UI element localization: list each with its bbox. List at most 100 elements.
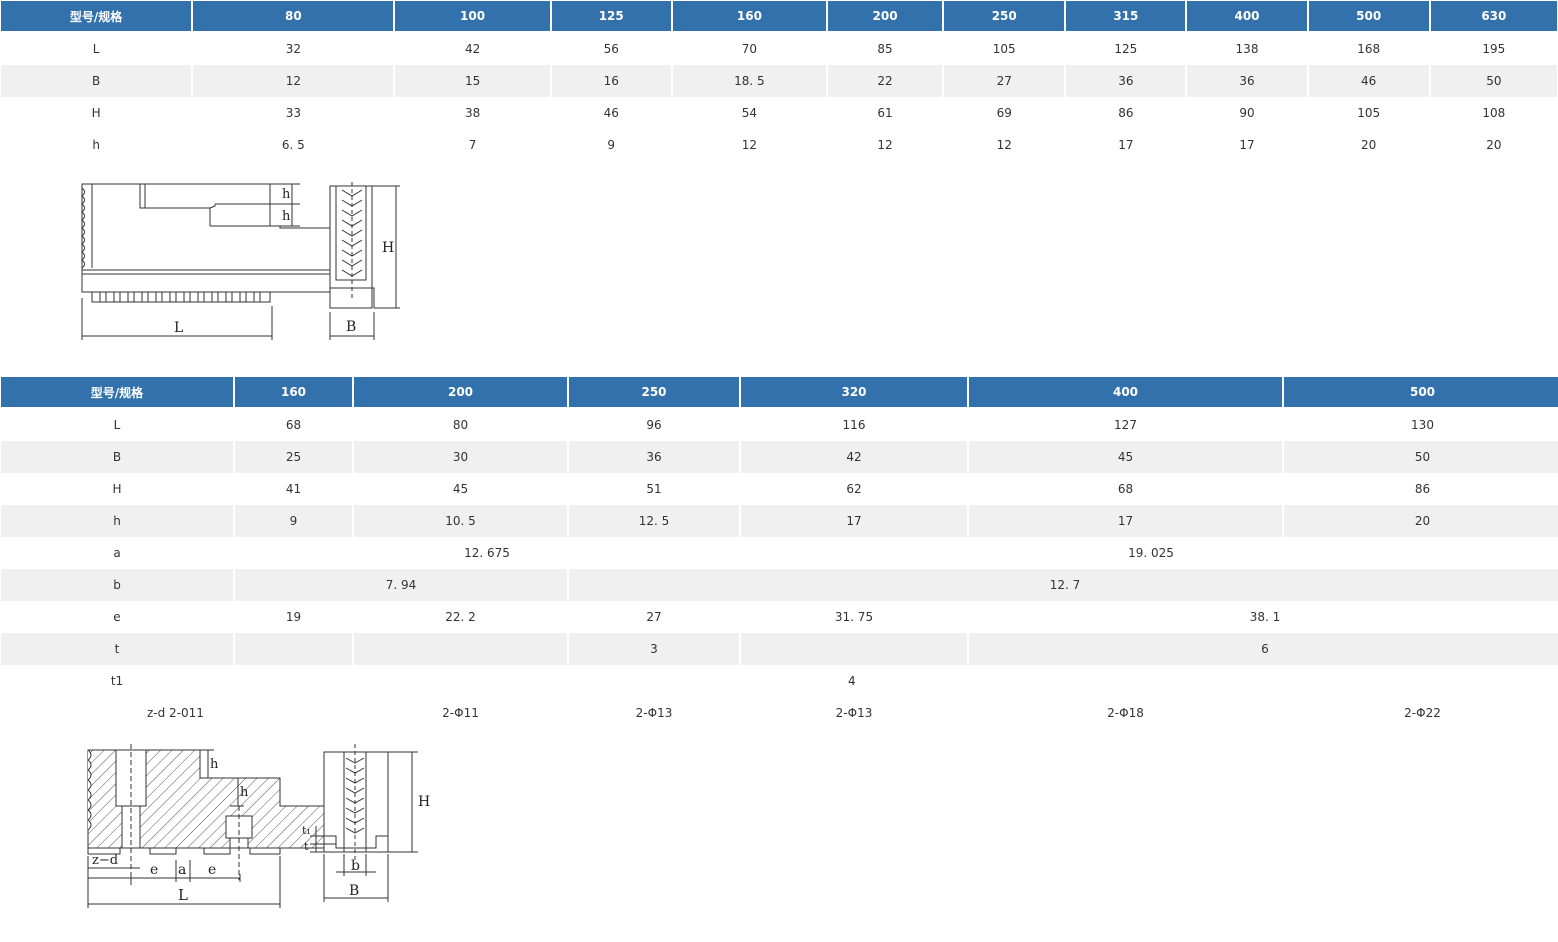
table-cell: 20: [1486, 138, 1502, 152]
table-cell: 15: [395, 65, 550, 97]
table-cell: 68: [1117, 482, 1134, 496]
dim-label-H: H: [418, 794, 430, 810]
header-cell: 400: [969, 377, 1282, 409]
table-cell: 116: [842, 418, 866, 432]
table-cell: 12: [996, 138, 1012, 152]
dim-label-L: L: [174, 320, 183, 336]
table-cell: 125: [1114, 42, 1138, 56]
table-cell: 9: [607, 138, 616, 152]
table-cell: 138: [1235, 42, 1259, 56]
dim-label-e-right: e: [208, 862, 216, 878]
table-cell: 168: [1357, 42, 1381, 56]
table-cell: 62: [846, 482, 862, 496]
table-cell: 17: [1239, 138, 1255, 152]
table-cell: 19: [235, 601, 352, 633]
table-header-row: 型号/规格 80 100 125 160 200 250 315 400 500…: [1, 1, 1557, 33]
table-cell: 105: [992, 42, 1016, 56]
table-cell: 7. 94: [235, 569, 567, 601]
table-cell: 42: [741, 441, 967, 473]
row-label: t: [1, 633, 233, 665]
table-cell: 27: [944, 65, 1065, 97]
table-cell: 46: [1308, 65, 1429, 97]
table-cell: 90: [1239, 106, 1255, 120]
dim-label-L: L: [178, 886, 188, 904]
table-row: h 6. 5 7 9 12 12 12 17 17 20 20: [1, 129, 1557, 161]
table-cell: 85: [877, 42, 893, 56]
table-row: h 9 10. 5 12. 5 17 17 20: [1, 505, 1558, 537]
table-cell: 22: [828, 65, 943, 97]
header-cell: 500: [1284, 377, 1558, 409]
table-cell: 17: [1118, 138, 1134, 152]
table-cell: 86: [1414, 482, 1431, 496]
dim-label-h-top: h: [210, 757, 219, 772]
header-cell: 100: [395, 1, 550, 33]
table-cell: 56: [603, 42, 619, 56]
spec-table-2: 型号/规格 160 200 250 320 400 500 L 68 80 96…: [0, 377, 1558, 729]
table-cell: 17: [969, 505, 1282, 537]
row-label: a: [1, 537, 233, 569]
header-cell: 250: [569, 377, 739, 409]
table-cell: 51: [646, 482, 662, 496]
row-label: L: [92, 42, 100, 56]
spec-table-1: 型号/规格 80 100 125 160 200 250 315 400 500…: [0, 1, 1558, 161]
dim-label-H: H: [382, 240, 394, 256]
table-cell: 61: [877, 106, 893, 120]
table-cell: 22. 2: [354, 601, 567, 633]
header-cell: 200: [354, 377, 567, 409]
header-cell: 80: [193, 1, 394, 33]
table-cell: 80: [452, 418, 469, 432]
table-row: H 33 38 46 54 61 69 86 90 105 108: [1, 97, 1557, 129]
table-cell: 12: [741, 138, 758, 152]
dim-label-B: B: [346, 319, 356, 335]
table-cell: 38. 1: [969, 601, 1558, 633]
table-cell: 12. 5: [569, 505, 739, 537]
table-cell: 2-Φ13: [569, 697, 739, 729]
table-cell: [741, 633, 967, 665]
table-row: z-d 2-011 2-Φ11 2-Φ13 2-Φ13 2-Φ18 2-Φ22: [1, 697, 1558, 729]
table-cell: 50: [1430, 65, 1557, 97]
table-cell: 41: [285, 482, 302, 496]
table-cell: 16: [551, 65, 671, 97]
dim-label-b: b: [351, 858, 360, 874]
table-cell: 68: [285, 418, 302, 432]
table-cell: 96: [646, 418, 662, 432]
header-cell: 160: [235, 377, 352, 409]
header-cell: 315: [1066, 1, 1186, 33]
dim-label-e-left: e: [150, 862, 158, 878]
row-label: H: [91, 106, 101, 120]
table-cell: 70: [741, 42, 758, 56]
table-row: e 19 22. 2 27 31. 75 38. 1: [1, 601, 1558, 633]
table-cell: 108: [1482, 106, 1506, 120]
header-cell: 320: [741, 377, 967, 409]
header-cell: 200: [828, 1, 943, 33]
table-cell: 130: [1411, 418, 1434, 432]
header-cell: 160: [672, 1, 826, 33]
dim-label-h-top: h: [282, 187, 291, 202]
table-row: L 68 80 96 116 127 130: [1, 409, 1558, 441]
table-header-row: 型号/规格 160 200 250 320 400 500: [1, 377, 1558, 409]
table-cell: 2-Φ18: [969, 697, 1282, 729]
table-row: t 3 6: [1, 633, 1558, 665]
table-cell: 4: [235, 665, 1558, 697]
table-cell: 36: [1187, 65, 1307, 97]
row-label: B: [1, 441, 233, 473]
table-cell: [235, 633, 352, 665]
table-row: B 25 30 36 42 45 50: [1, 441, 1558, 473]
row-label: z-d 2-011: [1, 697, 233, 729]
dim-label-zd: z−d: [92, 853, 118, 868]
table-cell: 7: [468, 138, 477, 152]
table-cell: [354, 633, 567, 665]
table-cell: 50: [1284, 441, 1558, 473]
table-cell: 54: [741, 106, 758, 120]
table-cell: 20: [1284, 505, 1558, 537]
table-cell: 12: [877, 138, 893, 152]
table-cell: 2-Φ11: [354, 697, 567, 729]
row-label: e: [1, 601, 233, 633]
header-cell: 630: [1430, 1, 1557, 33]
dim-label-t: t: [304, 840, 309, 853]
table-cell: [235, 697, 352, 729]
table-cell: 32: [285, 42, 301, 56]
row-label: H: [112, 482, 122, 496]
table-row: B 12 15 16 18. 5 22 27 36 36 46 50: [1, 65, 1557, 97]
table-cell: 12: [193, 65, 394, 97]
